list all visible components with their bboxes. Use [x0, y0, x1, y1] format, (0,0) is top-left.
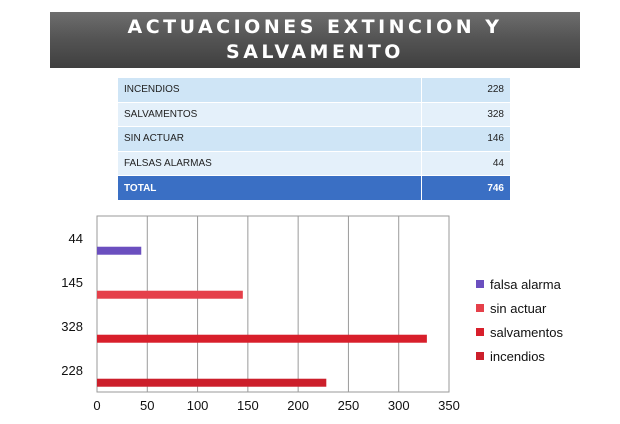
x-tick-label: 150 — [237, 398, 259, 413]
bar — [97, 246, 142, 255]
legend-swatch — [476, 352, 484, 360]
chart-legend: falsa alarma sin actuar salvamentos ince… — [476, 272, 563, 368]
x-tick-label: 250 — [338, 398, 360, 413]
legend-item: salvamentos — [476, 320, 563, 344]
table-total-row: TOTAL 746 — [118, 175, 510, 200]
legend-swatch — [476, 304, 484, 312]
legend-label: sin actuar — [490, 300, 547, 316]
total-label: TOTAL — [118, 175, 422, 200]
x-tick-label: 200 — [287, 398, 309, 413]
row-label: FALSAS ALARMAS — [118, 151, 422, 176]
row-value: 328 — [421, 102, 510, 127]
row-value: 146 — [421, 126, 510, 152]
bar — [97, 334, 427, 343]
table-row: INCENDIOS 228 — [118, 77, 510, 103]
y-tick-label: 145 — [61, 275, 83, 290]
row-label: INCENDIOS — [118, 77, 422, 103]
table-row: SIN ACTUAR 146 — [118, 126, 510, 152]
legend-item: incendios — [476, 344, 563, 368]
bar — [97, 290, 243, 299]
summary-table: INCENDIOS 228 SALVAMENTOS 328 SIN ACTUAR… — [118, 77, 510, 200]
bar-chart: 0 50 100 150 200 250 300 350 44 145 328 228 — [61, 215, 460, 413]
legend-swatch — [476, 280, 484, 288]
table-row: FALSAS ALARMAS 44 — [118, 151, 510, 176]
x-tick-label: 50 — [140, 398, 154, 413]
bar — [97, 378, 327, 387]
row-label: SIN ACTUAR — [118, 126, 422, 152]
legend-label: salvamentos — [490, 324, 563, 340]
legend-swatch — [476, 328, 484, 336]
row-value: 44 — [421, 151, 510, 176]
plot-frame — [96, 215, 450, 393]
total-value: 746 — [421, 175, 510, 200]
title-line-1: ACTUACIONES EXTINCION Y — [127, 16, 503, 38]
y-tick-label: 44 — [69, 231, 83, 246]
row-label: SALVAMENTOS — [118, 102, 422, 127]
x-tick-label: 100 — [187, 398, 209, 413]
x-tick-label: 300 — [388, 398, 410, 413]
legend-label: incendios — [490, 348, 545, 364]
y-tick-label: 228 — [61, 363, 83, 378]
legend-label: falsa alarma — [490, 276, 561, 292]
legend-item: sin actuar — [476, 296, 563, 320]
y-tick-label: 328 — [61, 319, 83, 334]
x-tick-label: 350 — [438, 398, 460, 413]
row-value: 228 — [421, 77, 510, 103]
table-row: SALVAMENTOS 328 — [118, 102, 510, 127]
legend-item: falsa alarma — [476, 272, 563, 296]
title-banner: ACTUACIONES EXTINCION Y SALVAMENTO — [50, 12, 580, 68]
title-line-2: SALVAMENTO — [226, 41, 404, 63]
x-tick-label: 0 — [93, 398, 100, 413]
